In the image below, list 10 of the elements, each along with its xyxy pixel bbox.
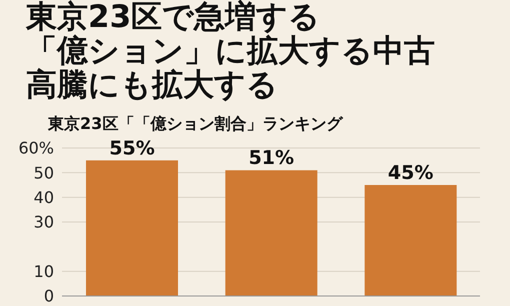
y-tick-label: 40 bbox=[34, 188, 54, 208]
y-tick-label: 30 bbox=[34, 212, 54, 232]
y-tick-label: 60% bbox=[18, 138, 54, 158]
data-label: 51% bbox=[248, 147, 294, 170]
data-label: 45% bbox=[388, 162, 434, 184]
y-tick-label: 50 bbox=[34, 163, 54, 182]
chart-subtitle: 東京23区「「億ション割合」ランキング bbox=[48, 114, 342, 135]
y-tick-label: 0 bbox=[44, 286, 54, 306]
y-tick-label: 10 bbox=[34, 262, 54, 282]
data-label: 55% bbox=[109, 137, 155, 160]
